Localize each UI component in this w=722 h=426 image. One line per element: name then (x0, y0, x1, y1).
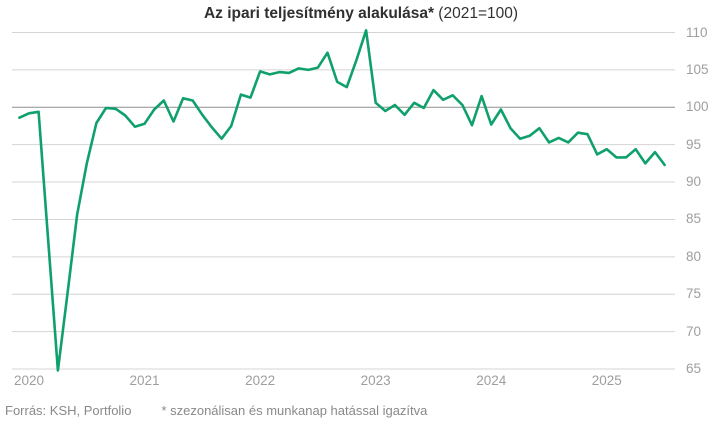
x-tick-label: 2023 (360, 373, 391, 388)
y-tick-label: 110 (686, 24, 708, 40)
chart-title-bold: Az ipari teljesítmény alakulása* (203, 5, 434, 22)
x-tick-label: 2024 (476, 373, 507, 388)
x-tick-label: 2022 (245, 373, 276, 388)
y-tick-label: 105 (686, 61, 709, 77)
y-tick-label: 70 (686, 323, 702, 339)
chart-footer: Forrás: KSH, Portfolio * szezonálisan és… (5, 403, 427, 418)
x-tick-label: 2020 (13, 373, 45, 388)
source-text: Forrás: KSH, Portfolio (5, 403, 132, 418)
y-tick-label: 75 (686, 286, 702, 302)
x-tick-label: 2025 (591, 373, 622, 388)
chart-title: Az ipari teljesítmény alakulása* (2021=1… (0, 5, 722, 23)
footnote-text: * szezonálisan és munkanap hatással igaz… (161, 403, 428, 418)
industrial-output-line (18, 28, 666, 372)
y-tick-label: 100 (686, 99, 709, 115)
y-tick-label: 95 (686, 136, 702, 152)
y-tick-label: 80 (686, 248, 702, 264)
chart-title-suffix: (2021=100) (434, 5, 519, 22)
y-tick-label: 65 (686, 361, 702, 376)
y-tick-label: 85 (686, 211, 702, 227)
x-tick-label: 2021 (129, 373, 160, 388)
y-tick-label: 90 (686, 174, 702, 190)
